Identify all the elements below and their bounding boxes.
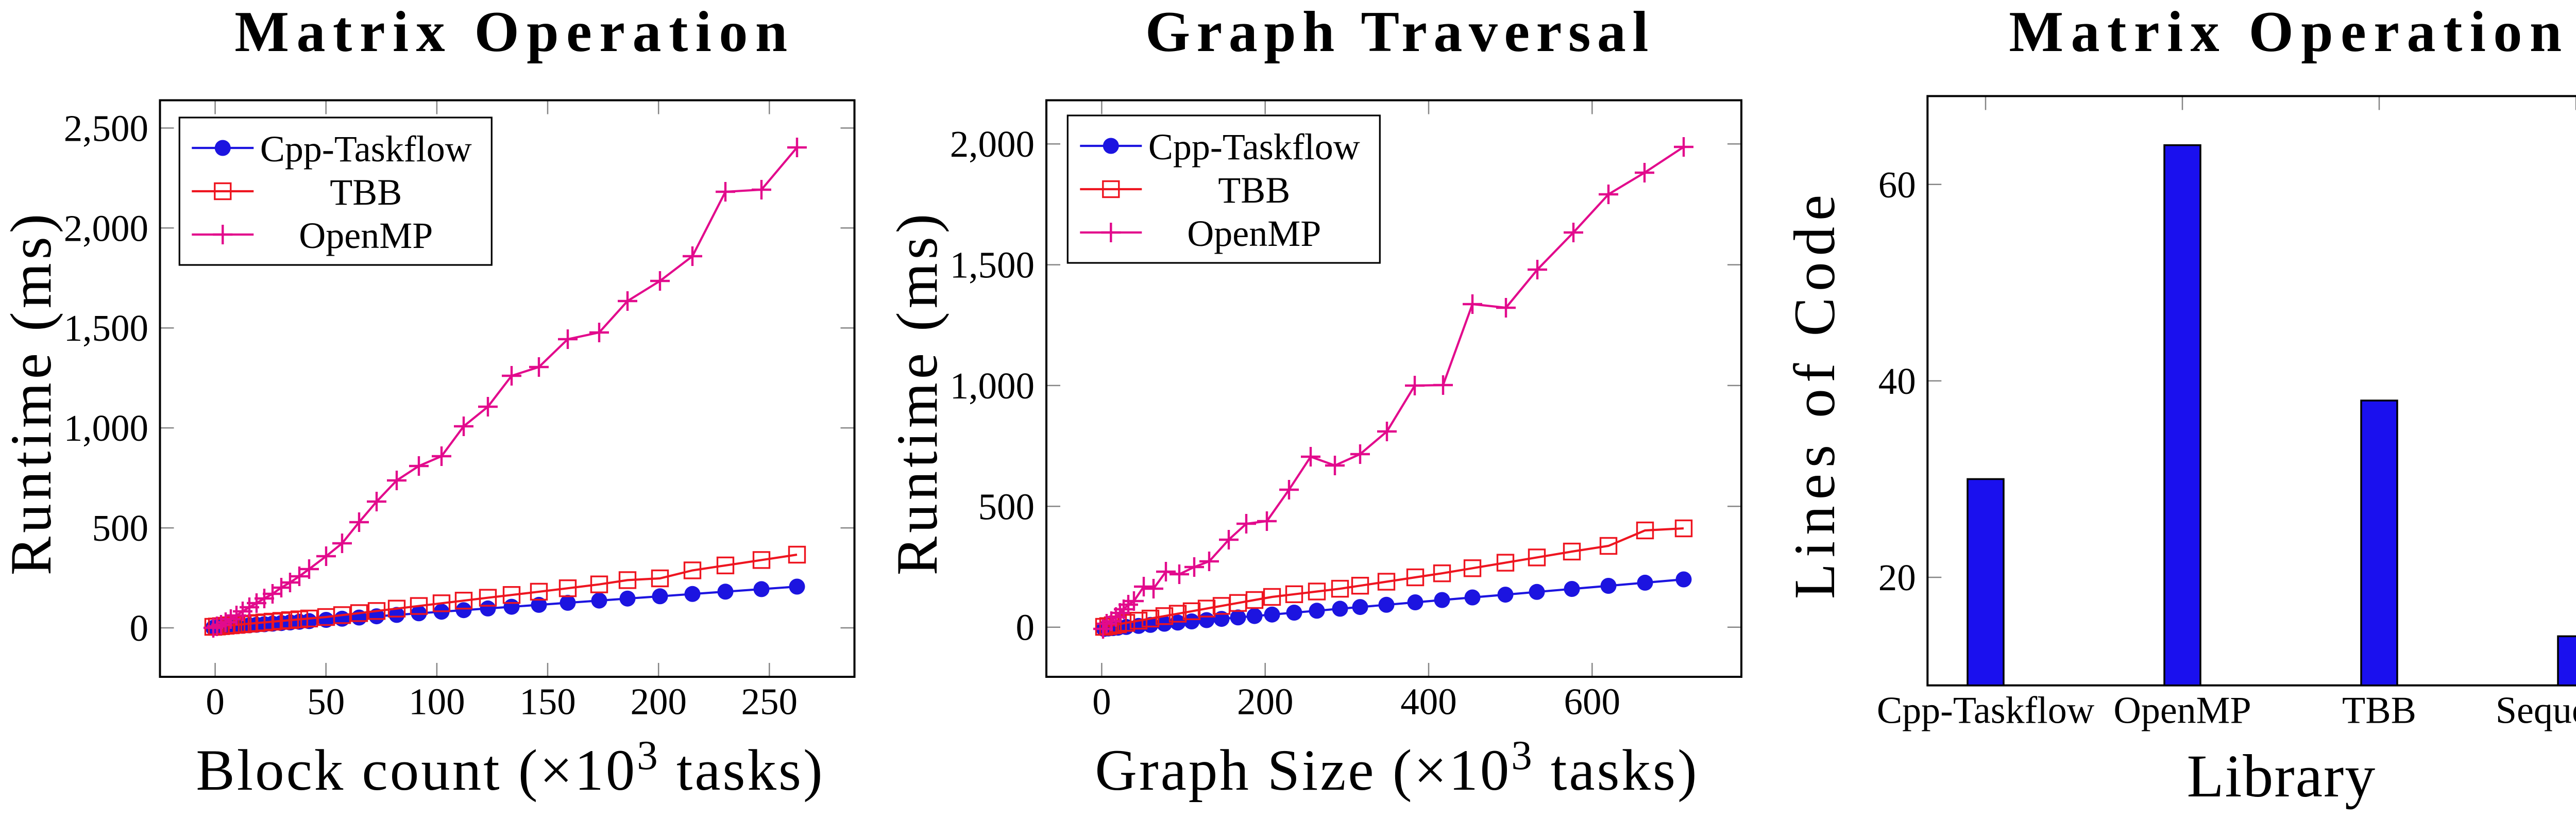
svg-text:500: 500 bbox=[92, 507, 149, 549]
svg-text:20: 20 bbox=[1878, 557, 1916, 598]
svg-text:100: 100 bbox=[409, 681, 465, 723]
svg-text:Graph Traversal: Graph Traversal bbox=[1145, 0, 1655, 64]
svg-text:0: 0 bbox=[1092, 681, 1111, 723]
svg-text:500: 500 bbox=[978, 486, 1035, 527]
svg-text:50: 50 bbox=[307, 681, 345, 723]
svg-text:TBB: TBB bbox=[1218, 170, 1290, 211]
svg-text:Cpp-Taskflow: Cpp-Taskflow bbox=[1148, 126, 1360, 168]
svg-text:OpenMP: OpenMP bbox=[2113, 690, 2251, 732]
svg-text:600: 600 bbox=[1564, 681, 1621, 723]
svg-text:Block count (×103 tasks): Block count (×103 tasks) bbox=[196, 732, 824, 803]
svg-text:0: 0 bbox=[1016, 607, 1035, 648]
svg-text:OpenMP: OpenMP bbox=[299, 215, 433, 256]
svg-text:2,000: 2,000 bbox=[950, 123, 1035, 165]
svg-text:200: 200 bbox=[1237, 681, 1294, 723]
svg-text:1,000: 1,000 bbox=[950, 365, 1035, 407]
svg-text:TBB: TBB bbox=[2342, 690, 2416, 732]
svg-text:200: 200 bbox=[630, 681, 687, 723]
svg-text:Lines of Code: Lines of Code bbox=[1783, 189, 1847, 599]
svg-text:1,000: 1,000 bbox=[64, 407, 148, 449]
svg-text:Library: Library bbox=[2187, 742, 2376, 810]
svg-text:Runtime (ms): Runtime (ms) bbox=[0, 210, 63, 576]
svg-text:1,500: 1,500 bbox=[64, 307, 148, 349]
svg-text:OpenMP: OpenMP bbox=[1187, 213, 1321, 254]
svg-text:40: 40 bbox=[1878, 360, 1916, 402]
svg-text:Sequential: Sequential bbox=[2496, 690, 2576, 732]
svg-text:2,000: 2,000 bbox=[64, 207, 148, 249]
svg-text:1,500: 1,500 bbox=[950, 244, 1035, 286]
svg-text:Cpp-Taskflow: Cpp-Taskflow bbox=[260, 128, 472, 170]
svg-text:Matrix Operation: Matrix Operation bbox=[234, 0, 794, 64]
svg-text:Matrix Operation: Matrix Operation bbox=[2009, 0, 2569, 64]
svg-text:2,500: 2,500 bbox=[64, 107, 148, 149]
svg-text:0: 0 bbox=[206, 681, 225, 723]
svg-text:Runtime (ms): Runtime (ms) bbox=[885, 210, 950, 576]
svg-text:400: 400 bbox=[1400, 681, 1457, 723]
svg-text:Graph Size (×103 tasks): Graph Size (×103 tasks) bbox=[1095, 732, 1699, 803]
svg-text:Cpp-Taskflow: Cpp-Taskflow bbox=[1877, 690, 2095, 732]
svg-text:0: 0 bbox=[130, 607, 149, 649]
svg-text:TBB: TBB bbox=[330, 172, 402, 213]
svg-text:150: 150 bbox=[519, 681, 576, 723]
svg-text:60: 60 bbox=[1878, 164, 1916, 206]
svg-text:250: 250 bbox=[741, 681, 798, 723]
